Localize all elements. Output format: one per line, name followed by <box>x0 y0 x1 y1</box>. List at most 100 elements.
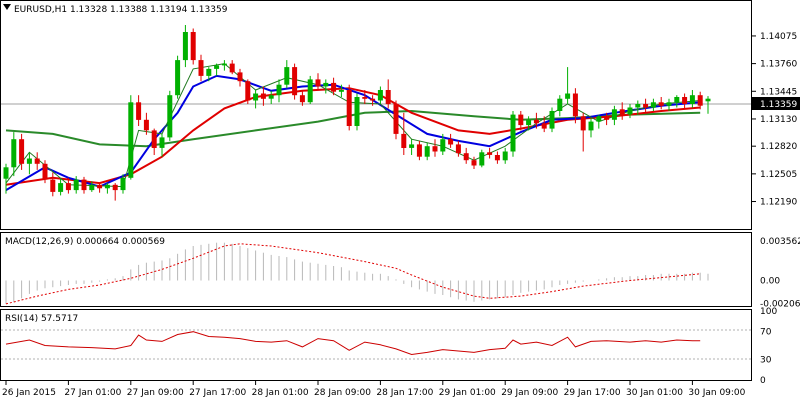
candle-body <box>42 163 48 180</box>
candle-body <box>97 184 103 189</box>
price-y-tick-label: 1.14075 <box>760 32 797 42</box>
candle-body <box>643 104 649 108</box>
candle-body <box>338 90 344 92</box>
candle-body <box>471 160 477 166</box>
rsi-y-tick-label: 30 <box>760 355 772 365</box>
x-tick-label: 28 Jan 01:00 <box>252 388 309 398</box>
price-layer <box>3 25 711 201</box>
candle-body <box>479 152 485 166</box>
candle-body <box>73 179 79 191</box>
candle-body <box>175 60 181 96</box>
candle-body <box>611 109 617 120</box>
candle-body <box>533 119 539 124</box>
macd-y-tick-label: 0.003562 <box>760 237 800 247</box>
candle-body <box>221 63 227 66</box>
candle-body <box>58 183 64 192</box>
candle-body <box>463 153 469 161</box>
candle-body <box>81 179 87 191</box>
rsi-line <box>5 331 701 356</box>
candle-body <box>604 116 610 120</box>
price-y-tick-label: 1.12190 <box>760 198 797 208</box>
candle-body <box>416 144 422 157</box>
last-price-tag <box>752 97 800 110</box>
candle-body <box>401 133 407 148</box>
x-tick-label: 27 Jan 01:00 <box>64 388 121 398</box>
candle-body <box>424 146 430 157</box>
price-y-tick-label: 1.13760 <box>760 60 797 70</box>
candle-body <box>120 177 126 191</box>
candle-body <box>689 95 695 104</box>
candle-body <box>393 104 399 134</box>
candle-body <box>455 144 461 154</box>
candle-body <box>104 184 110 189</box>
candle-body <box>112 184 118 191</box>
rsi-y-tick-label: 0 <box>760 376 766 386</box>
candle-body <box>596 116 602 122</box>
candle-body <box>541 123 547 129</box>
candle-body <box>370 98 376 101</box>
candle-body <box>292 67 298 96</box>
price-y-tick-label: 1.13445 <box>760 87 797 97</box>
rsi-y-tick-label: 70 <box>760 328 772 338</box>
candle-body <box>143 119 149 131</box>
candle-body <box>494 155 500 161</box>
candle-body <box>34 158 40 164</box>
price-y-tick-label: 1.12505 <box>760 170 797 180</box>
last-price-label: 1.13359 <box>760 100 797 110</box>
candle-body <box>682 97 688 104</box>
candle-body <box>276 84 282 96</box>
candle-body <box>284 67 290 85</box>
rsi-header: RSI(14) 57.5717 <box>5 314 78 324</box>
candle-body <box>658 102 664 106</box>
price-header: EURUSD,H1 1.13328 1.13388 1.13194 1.1335… <box>14 5 228 15</box>
candle-body <box>19 139 25 164</box>
candle-body <box>362 97 368 99</box>
candle-body <box>182 32 188 61</box>
x-tick-label: 29 Jan 17:00 <box>564 388 621 398</box>
candle-body <box>323 82 329 87</box>
candle-body <box>167 95 173 138</box>
candle-body <box>198 60 204 76</box>
candle-body <box>518 114 524 126</box>
chart-shift-icon[interactable] <box>3 4 11 10</box>
candle-body <box>214 65 220 69</box>
candle-body <box>354 97 360 126</box>
rsi-y-tick-label: 100 <box>760 307 777 317</box>
rsi-layer <box>5 331 701 356</box>
candle-body <box>89 184 95 191</box>
candle-body <box>526 119 532 126</box>
candle-body <box>229 63 235 73</box>
candle-body <box>307 79 313 103</box>
candle-body <box>206 68 212 76</box>
candle-body <box>549 111 555 129</box>
candle-body <box>331 82 337 92</box>
candle-body <box>674 97 680 103</box>
candle-body <box>128 102 134 178</box>
candle-body <box>11 139 17 168</box>
candle-body <box>315 79 321 87</box>
macd-panel <box>0 232 752 307</box>
candle-body <box>565 93 571 99</box>
macd-y-tick-label: -0.002064 <box>760 299 800 309</box>
candle-body <box>487 152 493 155</box>
candle-body <box>619 109 625 115</box>
macd-signal-line <box>5 243 701 305</box>
price-y-tick-label: 1.13130 <box>760 115 797 125</box>
candle-body <box>635 104 641 108</box>
candle-body <box>588 121 594 131</box>
candle-body <box>237 72 243 82</box>
candle-body <box>409 144 415 148</box>
candle-body <box>572 93 578 117</box>
candle-body <box>580 116 586 131</box>
candle-body <box>26 158 32 164</box>
candle-body <box>50 179 56 192</box>
candle-body <box>705 98 711 102</box>
x-tick-label: 27 Jan 17:00 <box>189 388 246 398</box>
x-tick-label: 27 Jan 09:00 <box>127 388 184 398</box>
candle-body <box>136 102 142 120</box>
candle-body <box>260 93 266 99</box>
price-y-tick-label: 1.12820 <box>760 142 797 152</box>
macd-y-tick-label: 0.00 <box>760 277 780 287</box>
candle-body <box>253 93 259 101</box>
x-tick-label: 28 Jan 17:00 <box>376 388 433 398</box>
